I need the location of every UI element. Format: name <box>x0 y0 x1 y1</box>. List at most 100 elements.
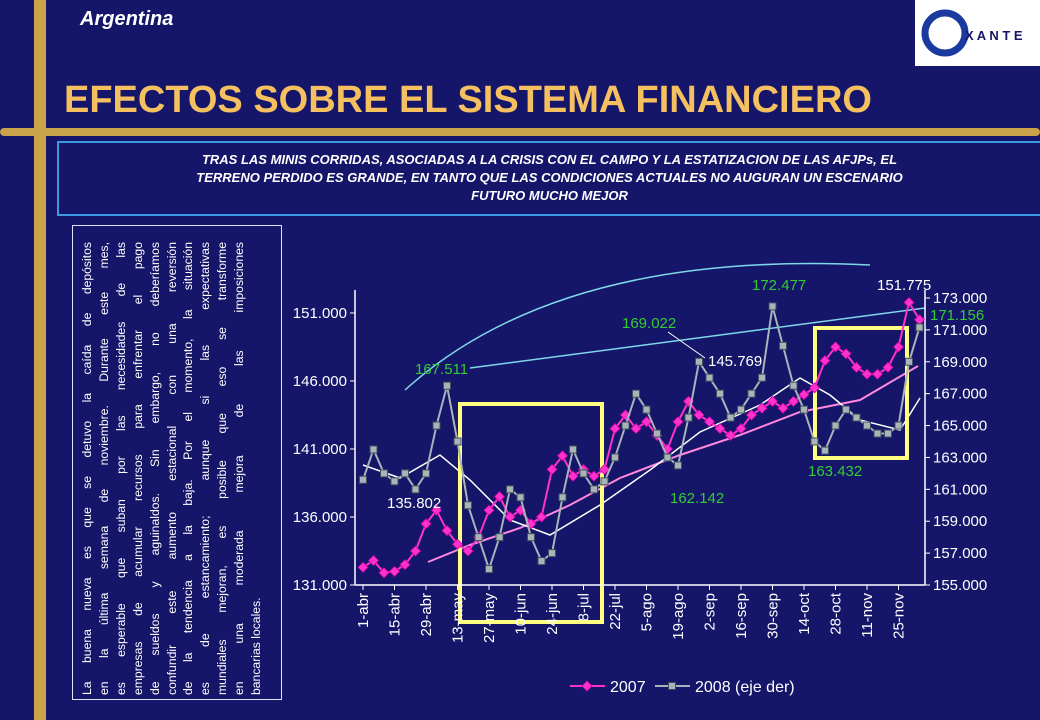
highlight-box <box>458 402 604 624</box>
point <box>640 416 653 428</box>
x-tick-label: 29-abr <box>418 593 435 636</box>
point <box>714 423 726 435</box>
point <box>800 405 808 414</box>
point <box>842 405 850 414</box>
y-tick-label: 141.000 <box>293 441 347 458</box>
point <box>485 565 493 574</box>
point <box>537 557 546 566</box>
point <box>441 525 453 537</box>
point <box>871 368 884 380</box>
point <box>567 470 579 482</box>
point <box>420 518 432 530</box>
annotation: 145.769 <box>708 353 762 370</box>
point <box>882 361 894 373</box>
point <box>443 381 451 390</box>
point <box>779 341 787 350</box>
point <box>588 470 600 482</box>
point <box>766 395 779 407</box>
logo-box <box>915 0 1040 66</box>
y2-tick-label: 167.000 <box>933 386 987 403</box>
point <box>569 445 577 454</box>
x-tick-label: 13-may <box>450 593 467 644</box>
point <box>735 423 747 435</box>
sidebar-line: de sueldos y aguinaldos. Sin embargo, no… <box>147 242 162 695</box>
annotation: 167.511 <box>415 361 468 378</box>
point <box>716 389 724 398</box>
annotation: 163.432 <box>808 463 862 480</box>
arc <box>404 262 871 391</box>
sidebar-line: bancarias locales. <box>249 597 264 695</box>
point <box>642 405 651 414</box>
point <box>462 545 474 557</box>
point <box>777 402 789 414</box>
point <box>609 423 621 435</box>
point <box>745 409 758 421</box>
x-tick-label: 1-abr <box>355 593 372 628</box>
point <box>861 368 873 380</box>
sidebar: La buena nueva es que se detuvo la caída… <box>72 225 282 700</box>
trend-arrow <box>469 307 926 369</box>
point <box>808 382 821 394</box>
point <box>546 463 558 475</box>
sidebar-line: confundir este aumento estacional con un… <box>164 242 179 695</box>
point <box>516 493 525 502</box>
point <box>695 357 703 366</box>
subtitle-line: TERRENO PERDIDO ES GRANDE, EN TANTO QUE … <box>196 170 903 185</box>
point <box>737 405 745 414</box>
series-line <box>362 306 921 573</box>
legend-marker <box>581 680 593 692</box>
highlight-box <box>813 326 909 460</box>
legend-label: 2008 (eje der) <box>695 679 795 696</box>
x-tick-label: 24-jun <box>544 593 561 635</box>
point <box>630 423 642 435</box>
x-tick-label: 22-jul <box>607 593 624 630</box>
point <box>724 429 737 441</box>
annotation: 151.775 <box>877 277 931 294</box>
point <box>810 437 819 446</box>
y2-tick-label: 173.000 <box>933 290 987 307</box>
sidebar-line: mundiales mejoran, es posible que eso se… <box>215 242 230 695</box>
gold-rule <box>0 128 1040 136</box>
x-tick-label: 14-oct <box>796 592 813 635</box>
y2-tick-label: 161.000 <box>933 481 987 498</box>
point <box>411 485 420 494</box>
point <box>506 485 514 494</box>
point <box>693 409 705 421</box>
point <box>430 504 443 516</box>
y2-tick-label: 171.000 <box>933 322 987 339</box>
point <box>558 493 567 502</box>
point <box>674 461 682 470</box>
point <box>787 395 800 407</box>
point <box>590 485 598 494</box>
point <box>798 389 810 401</box>
point <box>504 511 516 523</box>
x-tick-label: 8-jul <box>576 593 593 621</box>
x-tick-label: 19-ago <box>670 593 687 640</box>
point <box>451 538 464 550</box>
point <box>903 296 915 308</box>
y-tick-label: 136.000 <box>293 509 347 526</box>
point <box>527 533 535 542</box>
point <box>913 314 926 326</box>
point <box>831 421 840 430</box>
sidebar-line: empresas de acumular recursos para enfre… <box>130 242 145 695</box>
point <box>672 416 684 428</box>
point <box>409 545 422 557</box>
point <box>464 501 472 510</box>
point <box>380 469 388 478</box>
point <box>556 450 569 462</box>
x-tick-label: 27-may <box>481 593 498 644</box>
point <box>653 429 661 438</box>
annotation-leader <box>667 331 706 359</box>
annotation: 172.477 <box>752 277 806 294</box>
point <box>422 469 430 478</box>
legend-label: 2007 <box>610 679 646 696</box>
x-tick-label: 11-nov <box>859 593 876 638</box>
annotation: 169.022 <box>622 315 676 332</box>
y-tick-label: 146.000 <box>293 373 347 390</box>
sidebar-line: La buena nueva es que se detuvo la caída… <box>80 242 94 695</box>
sidebar-line: es de estancamiento; aunque si las expec… <box>198 242 213 695</box>
point <box>369 445 378 454</box>
point <box>850 361 863 373</box>
point <box>493 491 506 503</box>
